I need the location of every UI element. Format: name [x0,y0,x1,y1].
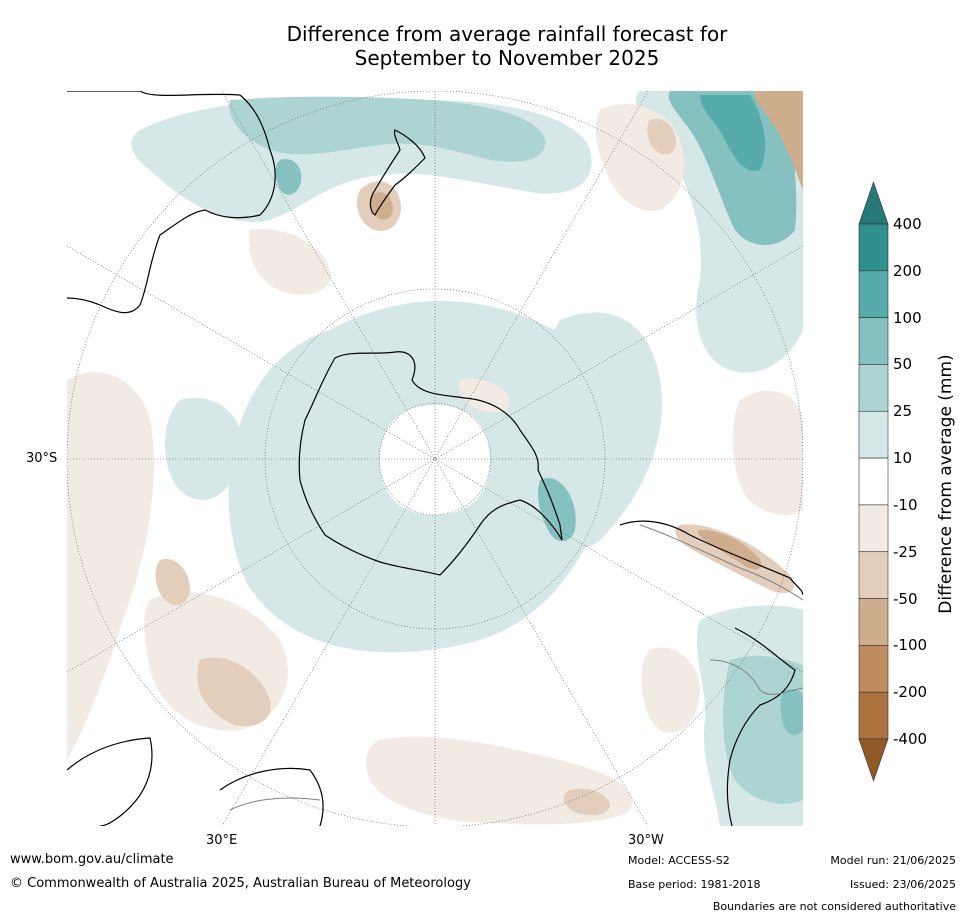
wet-region-indian [165,398,242,500]
colorbar-swatch [858,551,889,599]
dry-region-polar [458,378,511,413]
map-field [67,91,803,826]
colorbar-swatch [858,410,889,459]
colorbar-swatch [858,691,889,740]
dry-region-western-indian [67,372,154,760]
colorbar-tick-label: 25 [893,402,913,421]
colorbar-swatches [858,181,889,782]
colorbar-swatch [858,504,889,553]
dry-region-central-pacific-mid [647,118,677,155]
wet-region-circumpolar [228,301,621,653]
dry-region-indian-spot [155,559,190,606]
country-borders [229,524,803,811]
chart-title: Difference from average rainfall forecas… [0,22,965,70]
wet-region-east-pacific-mid [668,91,797,245]
wet-region-tasman-strong [275,159,302,195]
coastlines [67,91,803,826]
base-period: Base period: 1981-2018 [628,878,761,891]
dry-region-east-atlantic [732,390,803,515]
title-line-2: September to November 2025 [354,46,660,70]
graticule [67,91,803,826]
wet-region-south-america-east-strong [780,689,803,736]
colorbar-tick-label: 10 [893,449,913,468]
colorbar-swatch [858,270,889,318]
wet-region-south-atlantic [541,312,662,548]
antarctica-coast [298,351,563,576]
australia-coast [67,91,276,314]
colorbar-swatch [858,645,889,693]
colorbar-swatch [858,317,889,365]
colorbar-swatch [858,223,889,272]
dry-region-south-pacific-mid [563,788,610,816]
colorbar-tick-label: -10 [893,495,918,514]
africa-coast [67,737,153,826]
colorbar-label: Difference from average (mm) [936,354,956,614]
madagascar-coast [219,767,324,826]
colorbar-tick-label: -50 [893,589,918,608]
dry-region-australia-south [249,229,331,295]
colorbar-tick-label: -100 [893,636,928,655]
issued-date: Issued: 23/06/2025 [849,878,956,891]
colorbar-tick-label: -25 [893,542,918,561]
copyright-notice: © Commonwealth of Australia 2025, Austra… [10,876,471,891]
wet-region-east-pacific-strong [700,95,766,171]
dry-region-south-indian-mid [197,657,271,727]
dry-region-bellingshausen [641,647,700,733]
colorbar-extend-top [858,181,889,225]
latitude-label-30s: 30°S [26,451,58,466]
longitude-label-30w: 30°W [628,833,664,848]
colorbar-swatch [858,598,889,646]
colorbar-extend-bottom [858,738,889,782]
dry-region-north-east [754,91,803,190]
patagonia-coast [726,627,796,826]
colorbar-swatch [858,457,889,506]
boundary-disclaimer: Boundaries are not considered authoritat… [712,900,956,913]
colorbar-swatch [858,364,889,412]
colorbar-tick-label: -200 [893,683,928,702]
title-line-1: Difference from average rainfall forecas… [286,22,728,46]
new-zealand-coast [369,129,426,216]
model-name: Model: ACCESS-S2 [628,854,730,867]
colorbar-tick-label: 50 [893,355,913,374]
colorbar-tick-label: 200 [893,261,922,280]
wet-region-tasman-mid [229,96,546,162]
longitude-label-30e: 30°E [206,833,238,848]
colorbar-tick-label: 100 [893,308,922,327]
source-url: www.bom.gov.au/climate [10,852,174,867]
colorbar-tick-label: -400 [893,730,928,748]
wet-region-weddell [537,478,576,542]
south-america-coast [619,520,803,596]
colorbar-tick-label: 400 [893,215,922,233]
model-run-date: Model run: 21/06/2025 [830,854,956,867]
